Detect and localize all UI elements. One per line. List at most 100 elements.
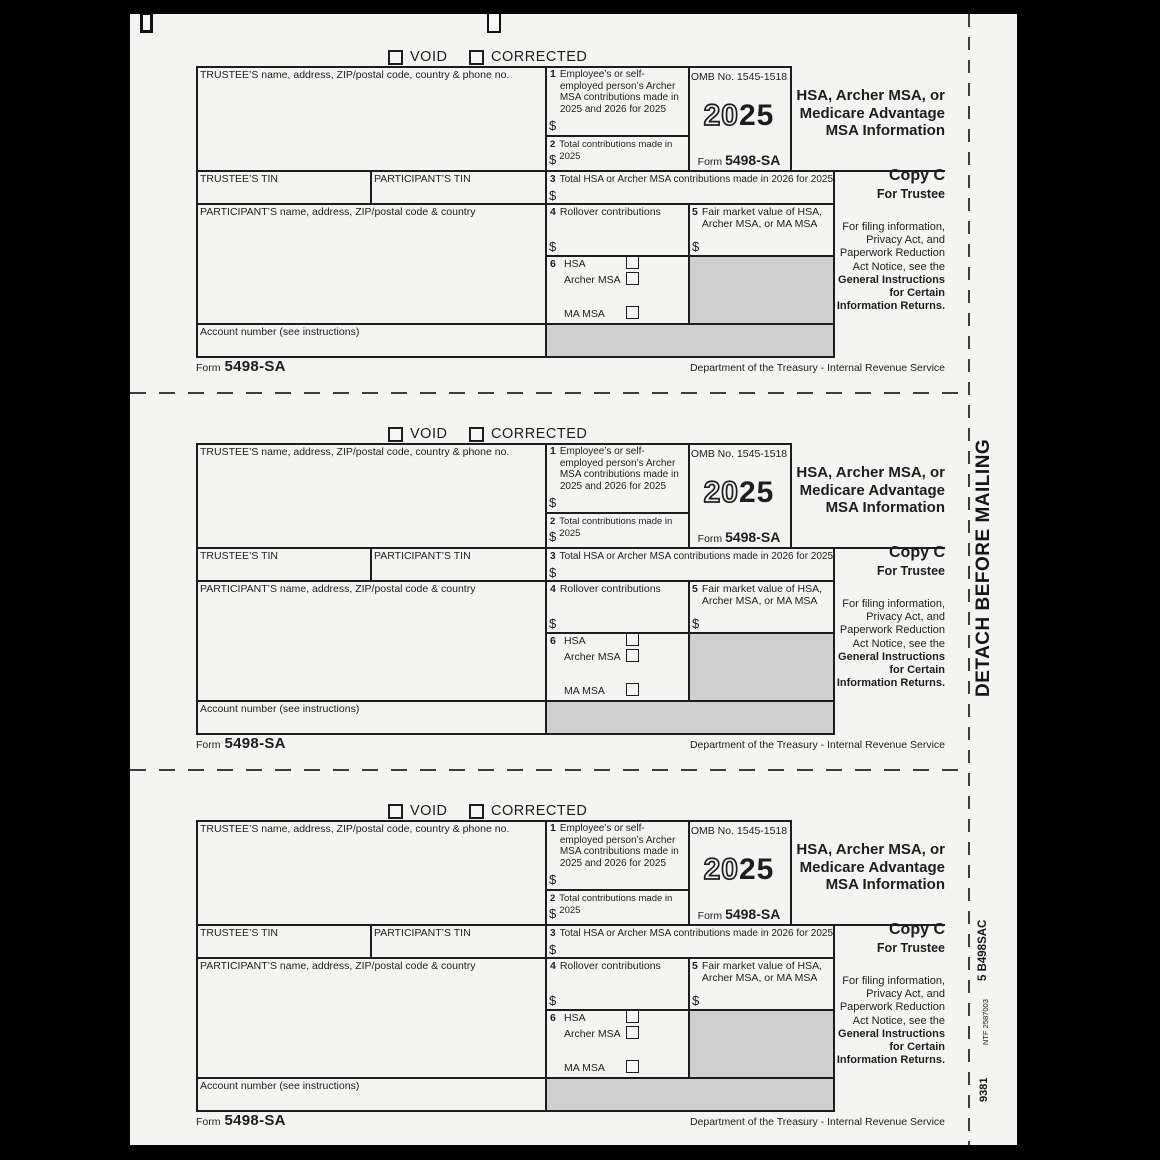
trustee-tin-field[interactable]: TRUSTEE’S TIN xyxy=(200,173,278,185)
trustee-tin-field[interactable]: TRUSTEE’S TIN xyxy=(200,927,278,939)
ma-msa-checkbox[interactable] xyxy=(626,1060,639,1073)
box3-amount-field[interactable]: $ xyxy=(549,188,557,203)
archer-msa-checkbox[interactable] xyxy=(626,649,639,662)
box4-amount-field[interactable]: $ xyxy=(549,239,557,254)
corrected-checkbox[interactable] xyxy=(469,50,484,65)
table-border xyxy=(545,255,835,257)
table-border xyxy=(545,443,547,735)
box5-amount-field[interactable]: $ xyxy=(692,616,700,631)
void-checkbox[interactable] xyxy=(388,427,403,442)
table-border xyxy=(196,957,835,959)
form-copy-3: VOID CORRECTED TRUSTEE’S name, address, … xyxy=(130,798,1017,1145)
table-border xyxy=(545,820,547,1112)
box3-label: 3 Total HSA or Archer MSA contributions m… xyxy=(550,174,834,185)
trustee-name-field[interactable]: TRUSTEE’S name, address, ZIP/postal code… xyxy=(200,446,510,458)
account-number-field[interactable]: Account number (see instructions) xyxy=(200,1080,360,1092)
box2-amount-field[interactable]: $ xyxy=(549,529,557,544)
copy-for-label: For Trustee xyxy=(876,564,945,578)
tax-year: 2025 xyxy=(703,98,775,133)
ntf-code: NTF 2587003 xyxy=(981,999,990,1045)
paper: VOID CORRECTED TRUSTEE’S name, address, … xyxy=(130,14,1017,1145)
corrected-checkbox[interactable] xyxy=(469,804,484,819)
filing-instructions: For filing information, Privacy Act, and… xyxy=(836,598,945,690)
table-border xyxy=(833,170,835,358)
hsa-checkbox[interactable] xyxy=(626,633,639,646)
form-title: HSA, Archer MSA, or Medicare Advantage M… xyxy=(796,464,945,516)
box5-label: 5 Fair market value of HSA, Archer MSA, o… xyxy=(692,583,823,607)
detach-before-mailing-banner: DETACH BEFORE MAILING xyxy=(973,438,994,697)
void-checkbox[interactable] xyxy=(388,804,403,819)
table-border xyxy=(196,443,198,735)
table-border xyxy=(688,580,690,702)
form-number-badge: Form 5498-SA xyxy=(697,529,781,545)
shaded-area-account xyxy=(546,701,834,734)
table-border xyxy=(545,889,690,891)
box2-label: 2 Total contributions made in 2025 xyxy=(550,516,673,539)
table-border xyxy=(196,1077,835,1079)
participant-name-field[interactable]: PARTICIPANT’S name, address, ZIP/postal … xyxy=(200,583,476,595)
table-border xyxy=(196,66,792,68)
hsa-checkbox[interactable] xyxy=(626,256,639,269)
account-number-field[interactable]: Account number (see instructions) xyxy=(200,326,360,338)
box1-amount-field[interactable]: $ xyxy=(549,872,557,887)
box3-label: 3 Total HSA or Archer MSA contributions m… xyxy=(550,551,834,562)
box3-amount-field[interactable]: $ xyxy=(549,565,557,580)
account-number-field[interactable]: Account number (see instructions) xyxy=(200,703,360,715)
omb-number: OMB No. 1545-1518 xyxy=(690,71,788,83)
table-border xyxy=(196,323,835,325)
participant-tin-field[interactable]: PARTICIPANT’S TIN xyxy=(374,173,471,185)
table-border xyxy=(196,1110,835,1112)
perforation-line-vertical xyxy=(968,14,970,1145)
box1-label: 1 Employee’s or self-employed person’s Ar… xyxy=(550,68,679,115)
trustee-name-field[interactable]: TRUSTEE’S name, address, ZIP/postal code… xyxy=(200,823,510,835)
trustee-name-field[interactable]: TRUSTEE’S name, address, ZIP/postal code… xyxy=(200,69,510,81)
box2-label: 2 Total contributions made in 2025 xyxy=(550,139,673,162)
box1-amount-field[interactable]: $ xyxy=(549,118,557,133)
copy-label: Copy C xyxy=(889,921,945,938)
box2-amount-field[interactable]: $ xyxy=(549,906,557,921)
box2-amount-field[interactable]: $ xyxy=(549,152,557,167)
table-border xyxy=(833,924,835,1112)
participant-name-field[interactable]: PARTICIPANT’S name, address, ZIP/postal … xyxy=(200,960,476,972)
ma-msa-checkbox[interactable] xyxy=(626,306,639,319)
copy-for-label: For Trustee xyxy=(876,941,945,955)
table-border xyxy=(196,924,945,926)
copy-label: Copy C xyxy=(889,544,945,561)
box6-hsa-label: HSA xyxy=(564,1012,586,1024)
archer-msa-checkbox[interactable] xyxy=(626,272,639,285)
box1-label: 1 Employee’s or self-employed person’s Ar… xyxy=(550,822,679,869)
hsa-checkbox[interactable] xyxy=(626,1010,639,1023)
shaded-area-box6 xyxy=(689,256,834,324)
omb-number: OMB No. 1545-1518 xyxy=(690,825,788,837)
ma-msa-checkbox[interactable] xyxy=(626,683,639,696)
void-checkbox[interactable] xyxy=(388,50,403,65)
participant-tin-field[interactable]: PARTICIPANT’S TIN xyxy=(374,550,471,562)
table-border xyxy=(688,203,690,325)
table-border xyxy=(196,733,835,735)
footer-department: Department of the Treasury - Internal Re… xyxy=(689,362,945,374)
form-number-badge: Form 5498-SA xyxy=(697,906,781,922)
table-border xyxy=(833,547,835,735)
box1-amount-field[interactable]: $ xyxy=(549,495,557,510)
box4-label: 4 Rollover contributions xyxy=(550,960,661,972)
box5-amount-field[interactable]: $ xyxy=(692,239,700,254)
box3-amount-field[interactable]: $ xyxy=(549,942,557,957)
void-label: VOID xyxy=(410,803,448,819)
box5-amount-field[interactable]: $ xyxy=(692,993,700,1008)
participant-name-field[interactable]: PARTICIPANT’S name, address, ZIP/postal … xyxy=(200,206,476,218)
box4-amount-field[interactable]: $ xyxy=(549,993,557,1008)
corrected-checkbox[interactable] xyxy=(469,427,484,442)
table-border xyxy=(790,66,792,170)
shaded-area-account xyxy=(546,1078,834,1111)
table-border xyxy=(196,700,835,702)
table-border xyxy=(196,203,835,205)
corrected-label: CORRECTED xyxy=(491,49,588,65)
void-label: VOID xyxy=(410,426,448,442)
box4-amount-field[interactable]: $ xyxy=(549,616,557,631)
table-border xyxy=(545,512,690,514)
participant-tin-field[interactable]: PARTICIPANT’S TIN xyxy=(374,927,471,939)
table-border xyxy=(196,66,198,358)
archer-msa-checkbox[interactable] xyxy=(626,1026,639,1039)
filing-instructions: For filing information, Privacy Act, and… xyxy=(836,975,945,1067)
trustee-tin-field[interactable]: TRUSTEE’S TIN xyxy=(200,550,278,562)
